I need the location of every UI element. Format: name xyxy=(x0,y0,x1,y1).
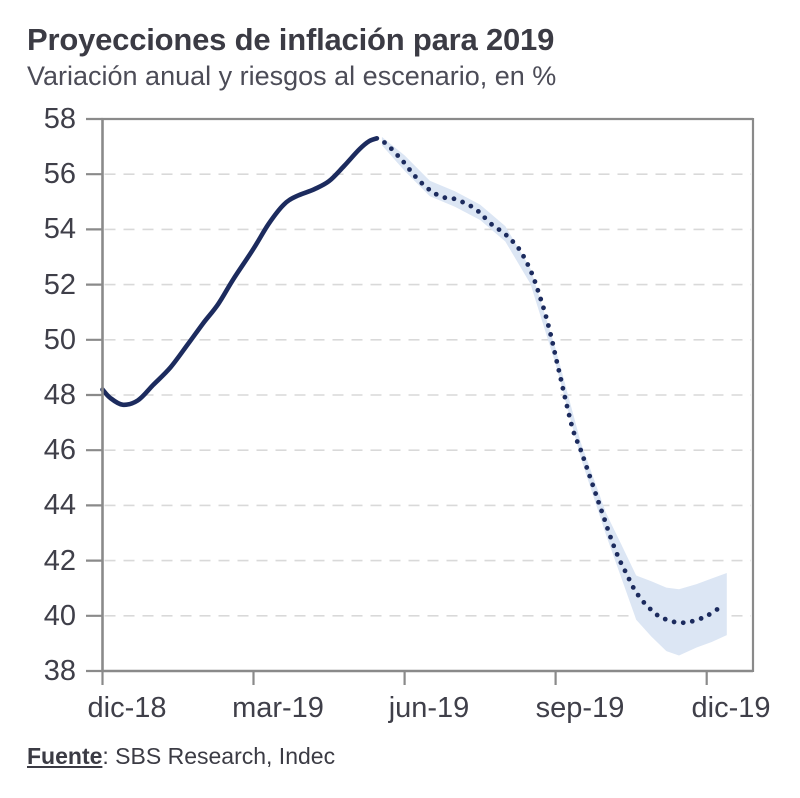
y-tick-label: 40 xyxy=(43,600,76,632)
x-tick-label: jun-19 xyxy=(388,692,470,724)
y-tick-label: 46 xyxy=(43,434,76,466)
source-separator: : xyxy=(102,743,116,769)
x-tick-label: sep-19 xyxy=(535,692,625,724)
y-tick-label: 56 xyxy=(43,158,76,190)
y-tick-label: 54 xyxy=(43,213,76,245)
x-tick-label: dic-18 xyxy=(87,692,167,724)
x-tick-label: dic-19 xyxy=(691,692,771,724)
chart-subtitle: Variación anual y riesgos al escenario, … xyxy=(27,61,557,91)
solid-line xyxy=(100,136,380,408)
chart-title: Proyecciones de inflación para 2019 xyxy=(27,22,555,57)
y-tick-label: 58 xyxy=(43,103,76,135)
source-note: Fuente: SBS Research, Indec xyxy=(27,743,767,770)
dotted-line xyxy=(382,140,725,626)
y-tick-label: 50 xyxy=(43,324,76,356)
y-tick-label: 48 xyxy=(43,379,76,411)
risk-band xyxy=(381,136,727,656)
y-tick-label: 52 xyxy=(43,269,76,301)
x-tick-label: mar-19 xyxy=(232,692,324,724)
y-tick-label: 42 xyxy=(43,545,76,577)
y-tick-label: 44 xyxy=(43,489,76,521)
y-tick-label: 38 xyxy=(43,655,76,687)
source-text: SBS Research, Indec xyxy=(115,743,336,769)
source-label: Fuente xyxy=(27,743,103,769)
